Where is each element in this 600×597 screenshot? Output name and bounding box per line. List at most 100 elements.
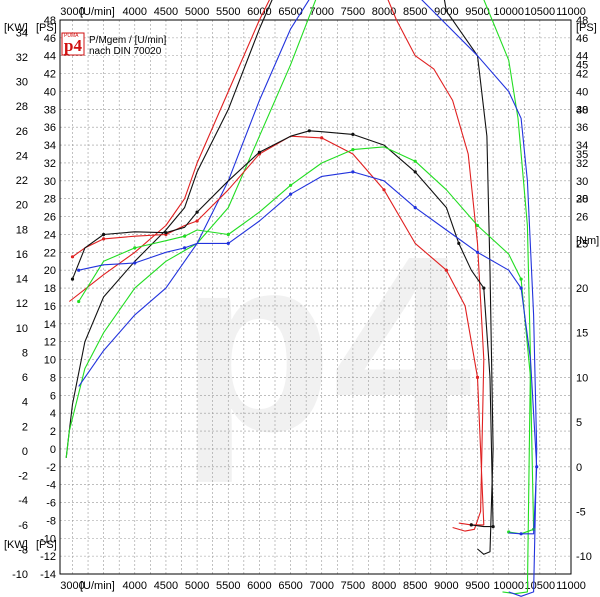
ps-left-tick: 48 [44,15,56,27]
kw-tick: 32 [16,52,28,64]
x-tick-top: 6000 [247,6,271,18]
data-point [519,277,523,281]
ps-left-tick: 10 [44,355,56,367]
x-tick-bottom: 8000 [372,580,396,592]
x-tick-bottom: 4000 [123,580,147,592]
nm-tick: 25 [576,238,588,250]
series-line-torque [78,171,538,535]
kw-tick: 8 [22,347,28,359]
x-tick-bottom: 9000 [434,580,458,592]
kw-tick: 14 [16,274,28,286]
data-point [469,523,473,527]
x-tick-top: 4500 [154,6,178,18]
kw-tick: 4 [22,397,28,409]
ps-left-axis-unit-bottom: [PS] [36,539,57,551]
ps-left-tick: -6 [46,498,56,510]
x-tick-bottom: 10000 [493,580,524,592]
data-point [102,232,106,237]
ps-left-tick: -14 [40,569,56,581]
ps-left-tick: 20 [44,265,56,277]
nm-tick: 30 [576,194,588,206]
x-tick-top: 11000 [556,6,586,18]
data-point [475,375,480,379]
kw-tick: 24 [16,150,28,162]
x-tick-bottom: 6500 [278,580,302,592]
data-point [475,250,480,254]
series-line-torque [71,130,494,528]
x-tick-top: 5500 [216,6,240,18]
nm-tick: -10 [576,551,592,563]
kw-tick: 20 [16,200,28,212]
axis-ticks: 3000300040004000450045005000500055005500… [12,6,592,592]
ps-left-tick: -4 [46,480,56,492]
ps-right-tick: 30 [576,176,588,188]
ps-right-tick: 36 [576,122,588,134]
kw-tick: 30 [16,77,28,89]
bottom-axis-unit: [U/min] [80,580,115,592]
x-tick-top: 8000 [372,6,396,18]
nm-tick: 20 [576,283,588,295]
nm-tick: 40 [576,104,588,116]
data-point [257,150,261,154]
kw-tick: 22 [16,175,28,187]
plot-frame [59,19,572,575]
data-point [133,246,137,250]
kw-axis-unit-bottom: [KW] [4,539,28,551]
nm-axis-unit: [Nm] [576,235,599,247]
data-point [457,241,461,245]
ps-left-tick: 44 [44,51,56,63]
ps-left-tick: 18 [44,283,56,295]
data-point [475,223,480,228]
kw-tick: 2 [22,421,28,433]
series-line-power [65,0,532,595]
x-tick-top: 8500 [403,6,427,18]
x-tick-bottom: 7000 [309,580,333,592]
x-tick-bottom: 9500 [465,580,489,592]
header-line-1: P/Mgem / [U/min] [89,35,166,46]
ps-right-tick: 44 [576,51,588,63]
x-tick-bottom: 5500 [216,580,240,592]
ps-left-tick: 12 [44,337,56,349]
data-point [164,231,168,235]
x-tick-bottom: 3000 [60,580,84,592]
x-tick-top: 5000 [185,6,209,18]
series-line-power [65,0,494,555]
nm-tick: 15 [576,328,588,340]
data-point [289,183,293,187]
kw-axis-unit: [KW] [4,22,28,34]
ps-left-tick: 24 [44,229,56,241]
kw-tick: 12 [16,298,28,310]
x-tick-top: 9500 [465,6,489,18]
ps-left-tick: 46 [44,33,56,45]
kw-tick: -4 [18,495,28,507]
ps-left-tick: 42 [44,69,56,81]
data-point [535,465,539,469]
ps-left-tick: 0 [50,444,56,456]
data-point [289,192,293,196]
data-point [351,170,355,174]
x-tick-top: 10000 [493,6,524,18]
grid [60,19,572,575]
nm-tick: 35 [576,149,588,161]
data-point [351,132,355,136]
ps-left-tick: 34 [44,140,56,152]
kw-tick: 0 [22,446,28,458]
data-point [183,234,187,238]
data-point [413,159,417,163]
ps-left-tick: 14 [44,319,56,331]
data-point [70,255,75,259]
data-point [307,129,311,133]
data-point [519,532,523,536]
header-line-2: nach DIN 70020 [89,46,162,57]
ps-left-tick: 28 [44,194,56,206]
kw-tick: 26 [16,126,28,138]
ps-right-tick: 48 [576,15,588,27]
x-tick-top: 10500 [525,6,556,18]
data-point [491,525,495,529]
ps-left-tick: 38 [44,104,56,116]
ps-right-tick: 32 [576,158,588,170]
kw-tick: 28 [16,101,28,113]
x-tick-top: 3000 [60,6,84,18]
series-line-power [78,0,538,597]
